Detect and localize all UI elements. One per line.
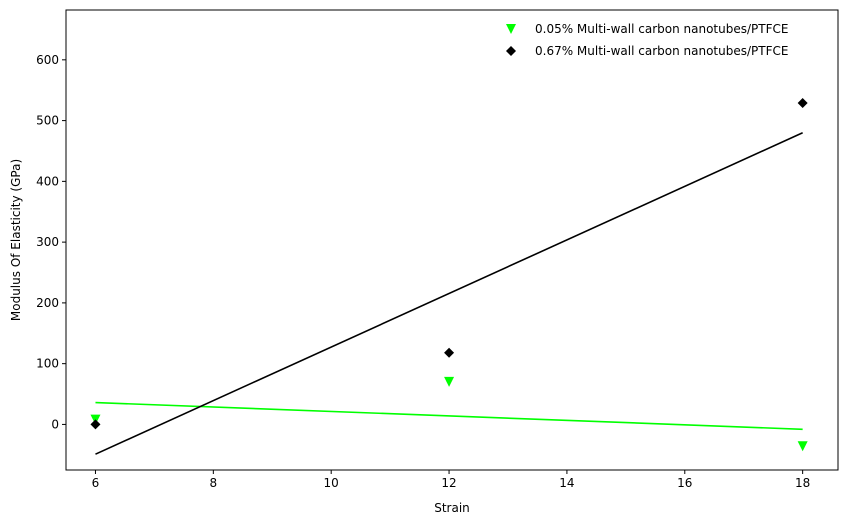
x-tick-label: 18 <box>795 476 810 490</box>
data-point-1-1 <box>444 347 455 358</box>
legend-marker-diamond <box>506 46 516 56</box>
x-tick-label: 14 <box>559 476 574 490</box>
y-tick-label: 200 <box>36 296 59 310</box>
y-axis-label: Modulus Of Elasticity (GPa) <box>9 159 23 321</box>
y-tick-label: 0 <box>51 417 59 431</box>
data-point-0-2 <box>797 441 808 452</box>
legend-marker-shape <box>506 24 516 34</box>
legend-label: 0.05% Multi-wall carbon nanotubes/PTFCE <box>535 22 788 36</box>
trend-line-0 <box>95 401 803 431</box>
legend-label: 0.67% Multi-wall carbon nanotubes/PTFCE <box>535 44 788 58</box>
legend-entry-1: 0.67% Multi-wall carbon nanotubes/PTFCE <box>506 44 788 58</box>
x-tick-label: 6 <box>92 476 100 490</box>
legend-entry-0: 0.05% Multi-wall carbon nanotubes/PTFCE <box>506 22 788 36</box>
legend: 0.05% Multi-wall carbon nanotubes/PTFCE … <box>506 22 788 58</box>
x-tick-label: 8 <box>210 476 218 490</box>
x-tick-label: 10 <box>324 476 339 490</box>
legend-marker-triangle <box>506 24 516 34</box>
y-tick-label: 100 <box>36 357 59 371</box>
data-point-1-2 <box>797 97 808 108</box>
data-point-0-1 <box>444 376 455 387</box>
y-axis: 0 100 200 300 400 500 600 <box>36 53 66 431</box>
x-tick-label: 12 <box>441 476 456 490</box>
x-tick-label: 16 <box>677 476 692 490</box>
y-tick-label: 600 <box>36 53 59 67</box>
legend-marker-shape <box>506 46 516 56</box>
plot-area <box>90 97 808 455</box>
y-tick-label: 400 <box>36 174 59 188</box>
x-axis: 6 8 10 12 14 16 18 <box>92 470 810 490</box>
plot-frame <box>65 9 839 471</box>
y-tick-label: 300 <box>36 235 59 249</box>
x-axis-label: Strain <box>434 501 470 515</box>
trend-line-1 <box>95 132 803 455</box>
data-point-1-0 <box>90 419 101 430</box>
y-tick-label: 500 <box>36 114 59 128</box>
